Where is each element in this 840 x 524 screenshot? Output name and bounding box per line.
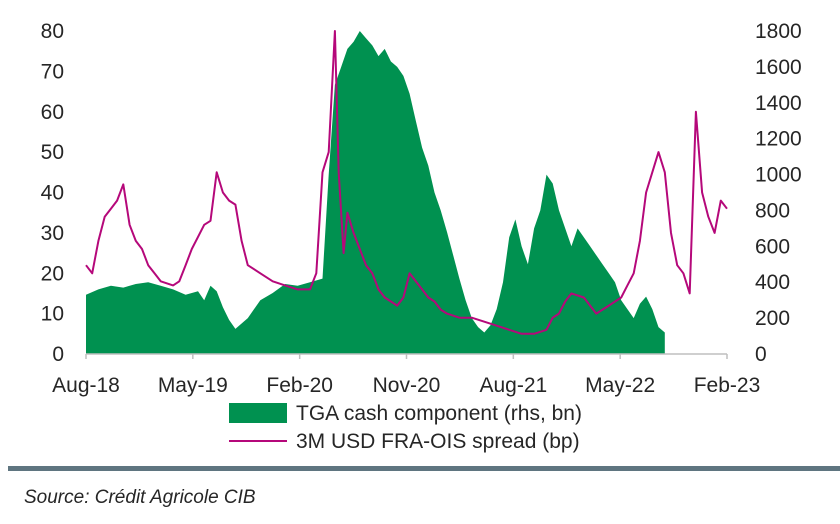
legend-label-fra-ois: 3M USD FRA-OIS spread (bp) bbox=[296, 430, 580, 453]
y-left-tick-label: 70 bbox=[41, 60, 64, 83]
y-right-tick-label: 1800 bbox=[755, 20, 802, 43]
y-right-tick-label: 1600 bbox=[755, 56, 802, 79]
y-left-tick-label: 30 bbox=[41, 222, 64, 245]
axis-layer: Aug-18 May-19 Feb-20 Nov-20 Aug-21 May-22 Feb-… bbox=[41, 20, 802, 397]
x-tick-label: May-19 bbox=[158, 374, 228, 397]
x-tick-label: Aug-18 bbox=[52, 374, 120, 397]
legend-swatch-tga bbox=[229, 403, 287, 423]
x-tick-label: Feb-23 bbox=[694, 374, 761, 397]
y-left-tick-label: 0 bbox=[52, 343, 64, 366]
series-tga-area bbox=[86, 31, 665, 354]
y-left-tick-label: 60 bbox=[41, 101, 64, 124]
y-left-tick-label: 80 bbox=[41, 20, 64, 43]
y-right-tick-label: 0 bbox=[755, 343, 767, 366]
y-right-tick-label: 200 bbox=[755, 307, 790, 330]
legend: TGA cash component (rhs, bn) 3M USD FRA-… bbox=[229, 402, 582, 453]
x-tick-label: May-22 bbox=[585, 374, 655, 397]
y-right-tick-label: 600 bbox=[755, 235, 790, 258]
y-left-tick-label: 10 bbox=[41, 303, 64, 326]
y-right-tick-label: 1200 bbox=[755, 128, 802, 151]
source-note: Source: Crédit Agricole CIB bbox=[24, 487, 256, 508]
y-right-tick-label: 800 bbox=[755, 199, 790, 222]
line-layer bbox=[85, 30, 728, 335]
y-left-tick-label: 40 bbox=[41, 182, 64, 205]
y-right-tick-label: 1000 bbox=[755, 164, 802, 187]
x-tick-label: Nov-20 bbox=[373, 374, 441, 397]
area-layer bbox=[86, 31, 665, 354]
x-tick-label: Feb-20 bbox=[266, 374, 333, 397]
legend-label-tga: TGA cash component (rhs, bn) bbox=[296, 402, 582, 425]
y-right-tick-label: 1400 bbox=[755, 92, 802, 115]
y-right-tick-label: 400 bbox=[755, 271, 790, 294]
divider-bar bbox=[8, 466, 840, 471]
y-left-tick-label: 50 bbox=[41, 141, 64, 164]
y-left-tick-label: 20 bbox=[41, 262, 64, 285]
x-tick-label: Aug-21 bbox=[479, 374, 547, 397]
series-fra-ois-line bbox=[85, 30, 728, 335]
